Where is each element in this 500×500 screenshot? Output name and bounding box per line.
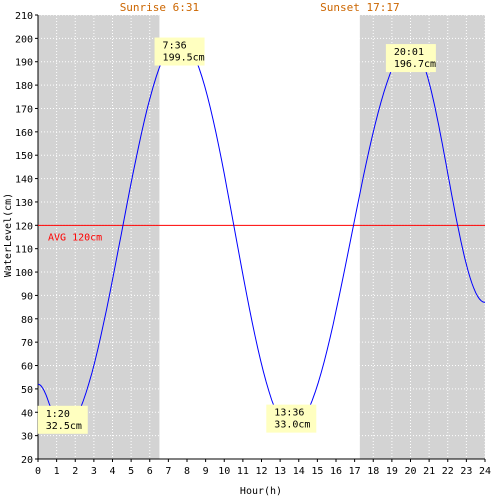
x-tick-label: 11 bbox=[237, 466, 249, 477]
y-tick-label: 40 bbox=[21, 408, 33, 419]
y-tick-label: 50 bbox=[21, 385, 33, 396]
annotation-time: 13:36 bbox=[274, 408, 304, 419]
y-tick-label: 200 bbox=[15, 34, 33, 45]
x-tick-label: 20 bbox=[404, 466, 416, 477]
y-tick-label: 140 bbox=[15, 175, 33, 186]
average-line-group: AVG 120cm bbox=[38, 224, 485, 243]
x-tick-label: 24 bbox=[479, 466, 491, 477]
y-axis-label: WaterLevel(cm) bbox=[3, 193, 14, 277]
y-tick-label: 70 bbox=[21, 338, 33, 349]
x-tick-label: 19 bbox=[386, 466, 398, 477]
x-axis-ticks: 0 1 2 3 4 5 6 7 8 9 10 11 12 13 14 15 16 17 18 19 20 21 22 23 24 bbox=[35, 459, 491, 477]
x-tick-label: 3 bbox=[91, 466, 97, 477]
annotation-time: 1:20 bbox=[46, 409, 70, 420]
y-tick-label: 190 bbox=[15, 58, 33, 69]
x-tick-label: 10 bbox=[218, 466, 230, 477]
sun-labels: Sunrise 6:31 Sunset 17:17 bbox=[120, 1, 400, 14]
annotation-box bbox=[37, 405, 88, 434]
x-tick-label: 4 bbox=[109, 466, 115, 477]
y-tick-label: 80 bbox=[21, 315, 33, 326]
y-tick-label: 120 bbox=[15, 221, 33, 232]
y-tick-label: 180 bbox=[15, 81, 33, 92]
x-tick-label: 8 bbox=[184, 466, 190, 477]
x-tick-label: 7 bbox=[165, 466, 171, 477]
y-tick-label: 170 bbox=[15, 104, 33, 115]
x-tick-label: 16 bbox=[330, 466, 342, 477]
annotation-box bbox=[385, 44, 436, 73]
x-axis-label: Hour(h) bbox=[240, 486, 282, 497]
y-tick-label: 100 bbox=[15, 268, 33, 279]
y-tick-label: 150 bbox=[15, 151, 33, 162]
y-tick-label: 20 bbox=[21, 455, 33, 466]
y-tick-label: 210 bbox=[15, 11, 33, 22]
x-tick-label: 2 bbox=[72, 466, 78, 477]
x-tick-label: 13 bbox=[274, 466, 286, 477]
annotation-box bbox=[266, 404, 317, 433]
annotation-time: 7:36 bbox=[163, 41, 187, 52]
annotation-value: 196.7cm bbox=[394, 59, 436, 70]
x-tick-label: 15 bbox=[311, 466, 323, 477]
x-tick-label: 14 bbox=[293, 466, 305, 477]
average-label: AVG 120cm bbox=[48, 232, 102, 243]
x-tick-label: 1 bbox=[54, 466, 60, 477]
sunrise-label: Sunrise 6:31 bbox=[120, 1, 199, 14]
x-tick-label: 6 bbox=[147, 466, 153, 477]
annotation-value: 33.0cm bbox=[274, 420, 310, 431]
sunset-label: Sunset 17:17 bbox=[320, 1, 399, 14]
x-tick-label: 17 bbox=[349, 466, 361, 477]
night-shade-morning bbox=[38, 15, 160, 459]
y-tick-label: 160 bbox=[15, 128, 33, 139]
night-shade-evening bbox=[359, 15, 485, 459]
x-tick-label: 0 bbox=[35, 466, 41, 477]
x-tick-label: 9 bbox=[203, 466, 209, 477]
x-tick-label: 5 bbox=[128, 466, 134, 477]
y-axis-ticks: 20 30 40 50 60 70 80 90 100 110 120 130 140 150 160 170… bbox=[15, 11, 38, 466]
annotation-time: 20:01 bbox=[394, 47, 424, 58]
y-tick-label: 60 bbox=[21, 362, 33, 373]
annotation-value: 199.5cm bbox=[163, 53, 205, 64]
y-tick-label: 90 bbox=[21, 291, 33, 302]
x-tick-label: 12 bbox=[255, 466, 267, 477]
x-tick-label: 21 bbox=[423, 466, 435, 477]
x-tick-label: 22 bbox=[442, 466, 454, 477]
y-tick-label: 30 bbox=[21, 432, 33, 443]
x-tick-label: 18 bbox=[367, 466, 379, 477]
annotation-box bbox=[154, 37, 205, 66]
annotation-value: 32.5cm bbox=[46, 421, 82, 432]
y-tick-label: 130 bbox=[15, 198, 33, 209]
x-tick-label: 23 bbox=[460, 466, 472, 477]
night-shading bbox=[38, 15, 485, 459]
y-tick-label: 110 bbox=[15, 245, 33, 256]
